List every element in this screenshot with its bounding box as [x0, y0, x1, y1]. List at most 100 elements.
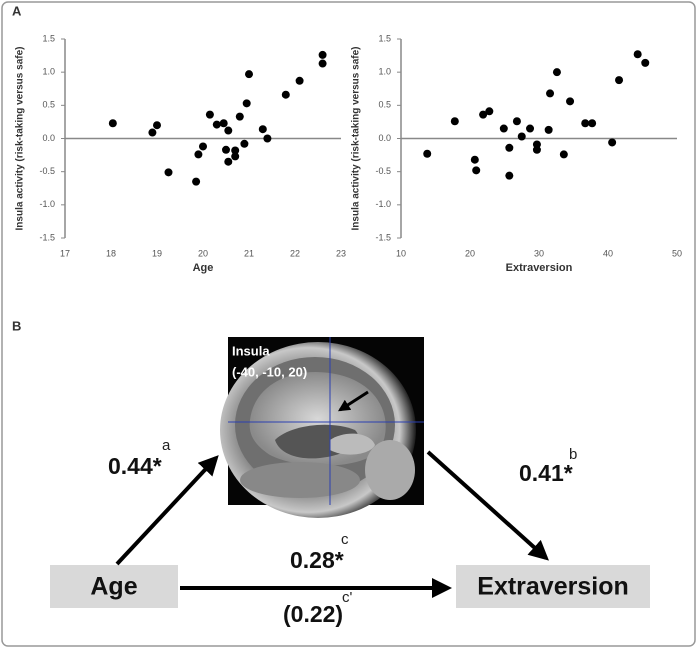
x-tick-label: 10: [396, 248, 406, 258]
y-tick-label: 0.5: [42, 100, 55, 110]
point: [641, 58, 650, 67]
path-coef: 0.44*: [108, 453, 162, 479]
point: [318, 59, 327, 68]
x-tick-label: 20: [465, 248, 475, 258]
node-box: [456, 565, 650, 608]
point: [245, 70, 253, 79]
point: [231, 146, 240, 155]
point: [281, 90, 290, 99]
x-tick-label: 19: [152, 248, 162, 258]
point: [544, 125, 553, 134]
node-box: [50, 565, 178, 608]
point: [240, 139, 249, 148]
x-tick-label: 23: [336, 248, 346, 258]
point: [526, 124, 535, 133]
path-coef: 0.41*: [519, 460, 573, 486]
y-tick-label: 1.0: [42, 67, 55, 77]
mediator-coords: (-40, -10, 20): [232, 364, 307, 379]
brain-image: [220, 337, 424, 518]
point: [258, 125, 267, 134]
x-tick-label: 18: [106, 248, 116, 258]
y-tick-label: 0.0: [378, 133, 391, 143]
point: [153, 121, 161, 130]
point: [552, 68, 561, 77]
y-tick-label: -0.5: [375, 166, 391, 176]
point: [499, 124, 508, 133]
y-tick-label: -1.5: [375, 232, 391, 242]
path-sup: c': [342, 589, 353, 606]
point: [318, 50, 327, 59]
point: [235, 112, 244, 121]
point: [295, 76, 304, 85]
path-coef: 0.28*: [290, 547, 344, 573]
point: [512, 117, 521, 126]
point: [546, 89, 555, 98]
panel-label: A: [12, 3, 22, 18]
path-sup: a: [162, 437, 171, 454]
y-tick-label: -0.5: [39, 166, 55, 176]
point: [205, 110, 214, 119]
y-tick-label: 1.5: [378, 33, 391, 43]
point: [219, 119, 228, 128]
arrow: [426, 450, 549, 561]
node-label: Extraversion: [477, 573, 628, 601]
x-tick-label: 17: [60, 248, 70, 258]
x-tick-label: 21: [244, 248, 254, 258]
point: [164, 168, 173, 177]
point: [108, 119, 117, 128]
point: [588, 119, 597, 128]
point: [148, 128, 157, 137]
path-sup: c: [341, 531, 349, 548]
y-tick-label: 0.0: [42, 133, 55, 143]
point: [505, 171, 514, 180]
point: [192, 177, 201, 186]
y-axis-label: Insula activity (risk-taking versus safe…: [15, 47, 26, 231]
x-tick-label: 30: [534, 248, 544, 258]
point: [224, 126, 233, 135]
x-axis-label: Extraversion: [506, 262, 573, 274]
point: [194, 150, 203, 159]
x-tick-label: 22: [290, 248, 300, 258]
x-axis-label: Age: [193, 262, 214, 274]
point: [472, 166, 481, 175]
point: [485, 107, 494, 116]
point: [505, 143, 514, 152]
node-label: Age: [90, 573, 137, 601]
point: [423, 149, 432, 158]
y-tick-label: -1.0: [39, 199, 55, 209]
point: [559, 150, 568, 159]
point: [263, 134, 272, 143]
point: [222, 145, 230, 154]
point: [450, 117, 459, 126]
x-tick-label: 40: [603, 248, 613, 258]
point: [242, 99, 251, 108]
x-tick-label: 50: [672, 248, 682, 258]
y-tick-label: 0.5: [378, 100, 391, 110]
point: [470, 155, 479, 164]
point: [566, 97, 575, 106]
y-tick-label: 1.5: [42, 33, 55, 43]
arrow: [115, 455, 219, 566]
y-tick-label: 1.0: [378, 67, 391, 77]
point: [615, 76, 624, 85]
path-sup: b: [569, 446, 577, 463]
panel-label: B: [12, 318, 21, 333]
y-tick-label: -1.0: [375, 199, 391, 209]
point: [608, 138, 617, 147]
point: [532, 145, 541, 154]
x-tick-label: 20: [198, 248, 208, 258]
point: [224, 157, 233, 166]
point: [517, 132, 526, 141]
path-coef: (0.22): [283, 601, 343, 627]
mediator-label: Insula: [232, 343, 270, 358]
point: [581, 119, 590, 128]
point: [199, 142, 207, 151]
point: [633, 50, 642, 59]
y-axis-label: Insula activity (risk-taking versus safe…: [351, 47, 362, 231]
point: [231, 152, 240, 161]
point: [212, 120, 221, 129]
y-tick-label: -1.5: [39, 232, 55, 242]
point: [479, 110, 488, 119]
